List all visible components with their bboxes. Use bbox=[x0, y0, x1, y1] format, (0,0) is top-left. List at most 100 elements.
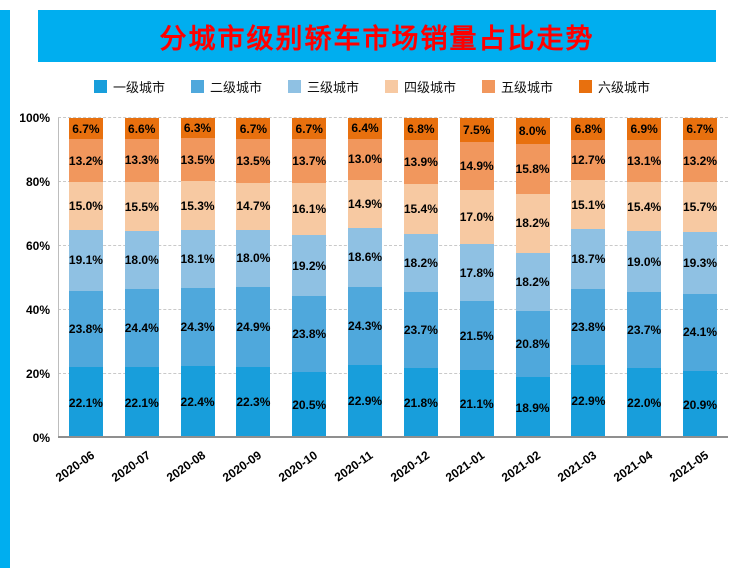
segment-value-label: 7.5% bbox=[463, 123, 491, 138]
chart-title: 分城市级别轿车市场销量占比走势 bbox=[159, 23, 595, 54]
stacked-bar: 21.8% 23.7% 18.2% 15.4% 13.9% 6.8% bbox=[404, 118, 438, 438]
legend-item: 二级城市 bbox=[190, 77, 262, 96]
chart-legend: 一级城市 二级城市 三级城市 四级城市 五级城市 六级城市 bbox=[0, 76, 744, 96]
bar-segment: 16.1% bbox=[292, 183, 326, 235]
bar-column: 20.9% 24.1% 19.3% 15.7% 13.2% 6.7% bbox=[672, 118, 728, 438]
segment-value-label: 12.7% bbox=[571, 153, 606, 168]
segment-value-label: 15.1% bbox=[571, 197, 606, 212]
bar-segment: 6.9% bbox=[627, 118, 662, 141]
bar-segment: 19.2% bbox=[292, 234, 326, 297]
bar-segment: 6.7% bbox=[236, 118, 271, 140]
segment-value-label: 6.4% bbox=[351, 121, 379, 136]
bar-segment: 15.0% bbox=[68, 181, 103, 230]
grid-line bbox=[58, 245, 728, 246]
bar-segment: 6.6% bbox=[124, 118, 159, 140]
bar-segment: 6.3% bbox=[180, 118, 215, 139]
segment-value-label: 20.9% bbox=[683, 397, 718, 412]
segment-value-label: 24.9% bbox=[236, 319, 271, 334]
segment-value-label: 22.1% bbox=[124, 395, 159, 410]
legend-item: 四级城市 bbox=[385, 77, 456, 96]
segment-value-label: 15.0% bbox=[68, 198, 103, 213]
x-axis-tick-text: 2020-08 bbox=[164, 448, 209, 485]
bar-segment: 14.9% bbox=[348, 180, 382, 228]
segment-value-label: 13.1% bbox=[627, 154, 662, 169]
segment-value-label: 19.0% bbox=[627, 254, 662, 269]
bar-segment: 13.9% bbox=[404, 139, 438, 185]
y-axis-tick-label: 20% bbox=[25, 367, 50, 381]
bar-segment: 15.7% bbox=[683, 181, 718, 233]
x-axis-tick-label: 2020-11 bbox=[332, 442, 393, 502]
bar-column: 20.5% 23.8% 19.2% 16.1% 13.7% 6.7% bbox=[281, 118, 337, 438]
bar-column: 22.1% 24.4% 18.0% 15.5% 13.3% 6.6% bbox=[114, 118, 170, 438]
x-axis-tick-label: 2021-02 bbox=[499, 442, 561, 502]
x-axis-tick-label: 2021-01 bbox=[443, 442, 505, 502]
bar-segment: 13.2% bbox=[69, 139, 103, 182]
segment-value-label: 18.2% bbox=[515, 274, 550, 289]
bar-segment: 24.1% bbox=[683, 293, 717, 372]
bar-segment: 22.9% bbox=[571, 364, 605, 438]
bar-column: 22.3% 24.9% 18.0% 14.7% 13.5% 6.7% bbox=[225, 118, 281, 438]
bar-segment: 23.8% bbox=[68, 290, 103, 368]
segment-value-label: 18.9% bbox=[515, 400, 550, 415]
segment-value-label: 15.8% bbox=[515, 161, 550, 176]
segment-value-label: 15.3% bbox=[180, 198, 215, 213]
segment-value-label: 19.1% bbox=[68, 253, 103, 268]
stacked-bar: 22.1% 24.4% 18.0% 15.5% 13.3% 6.6% bbox=[125, 118, 159, 438]
bar-segment: 8.0% bbox=[515, 118, 550, 144]
x-axis-tick-text: 2020-07 bbox=[108, 448, 153, 485]
bar-segment: 14.9% bbox=[460, 142, 494, 190]
x-axis-tick-text: 2021-05 bbox=[666, 448, 711, 485]
segment-value-label: 6.7% bbox=[239, 121, 268, 136]
segment-value-label: 16.1% bbox=[292, 202, 327, 217]
segment-value-label: 17.0% bbox=[459, 210, 494, 225]
legend-swatch-icon bbox=[385, 79, 398, 93]
legend-swatch-icon bbox=[190, 79, 204, 93]
x-axis-tick-text: 2021-01 bbox=[443, 448, 488, 485]
segment-value-label: 18.2% bbox=[403, 255, 438, 270]
bar-segment: 17.0% bbox=[459, 189, 494, 245]
stacked-bar: 22.9% 23.8% 18.7% 15.1% 12.7% 6.8% bbox=[571, 118, 605, 438]
segment-value-label: 23.7% bbox=[403, 323, 438, 338]
segment-value-label: 22.9% bbox=[348, 394, 383, 409]
bar-segment: 21.1% bbox=[460, 370, 494, 438]
bar-segment: 6.7% bbox=[292, 118, 327, 140]
bar-segment: 6.8% bbox=[403, 118, 438, 140]
segment-value-label: 18.7% bbox=[571, 251, 606, 266]
bar-segment: 14.7% bbox=[236, 182, 270, 230]
gridline-layer bbox=[58, 117, 728, 438]
segment-value-label: 19.3% bbox=[683, 255, 718, 270]
bar-segment: 12.7% bbox=[571, 139, 606, 181]
x-axis-labels: 2020-06 2020-07 2020-08 2020-09 2020-10 2020-… bbox=[53, 442, 728, 502]
segment-value-label: 13.2% bbox=[683, 153, 718, 168]
x-axis-tick-label: 2020-06 bbox=[53, 442, 114, 502]
segment-value-label: 24.3% bbox=[180, 320, 215, 335]
bar-segment: 18.0% bbox=[125, 231, 159, 290]
segment-value-label: 15.4% bbox=[403, 202, 438, 217]
bar-segment: 23.7% bbox=[403, 292, 438, 369]
segment-value-label: 13.0% bbox=[348, 152, 383, 167]
segment-value-label: 15.7% bbox=[683, 199, 718, 214]
segment-value-label: 24.4% bbox=[124, 321, 159, 336]
x-axis-tick-text: 2021-03 bbox=[555, 448, 600, 485]
segment-value-label: 15.4% bbox=[627, 199, 662, 214]
bar-column: 22.9% 24.3% 18.6% 14.9% 13.0% 6.4% bbox=[337, 118, 393, 438]
bar-segment: 13.5% bbox=[181, 138, 215, 182]
bar-column: 18.9% 20.8% 18.2% 18.2% 15.8% 8.0% bbox=[505, 118, 561, 438]
x-axis-tick-label: 2020-10 bbox=[276, 442, 337, 502]
segment-value-label: 22.1% bbox=[68, 395, 103, 410]
segment-value-label: 21.8% bbox=[403, 396, 438, 411]
grid-line bbox=[58, 117, 728, 118]
y-axis-tick-label: 80% bbox=[25, 175, 50, 189]
x-axis-tick-label: 2020-12 bbox=[388, 442, 449, 502]
bar-segment: 18.7% bbox=[571, 228, 606, 289]
bar-segment: 15.5% bbox=[125, 181, 159, 232]
segment-value-label: 23.8% bbox=[292, 327, 327, 342]
segment-value-label: 23.8% bbox=[68, 322, 103, 337]
bar-segment: 13.3% bbox=[125, 139, 159, 182]
segment-value-label: 18.2% bbox=[515, 216, 550, 231]
bar-segment: 13.5% bbox=[236, 139, 270, 183]
bar-column: 22.4% 24.3% 18.1% 15.3% 13.5% 6.3% bbox=[170, 118, 226, 438]
y-axis-tick-label: 40% bbox=[25, 303, 50, 317]
legend-item: 五级城市 bbox=[482, 77, 553, 96]
bar-segment: 6.4% bbox=[348, 118, 383, 139]
